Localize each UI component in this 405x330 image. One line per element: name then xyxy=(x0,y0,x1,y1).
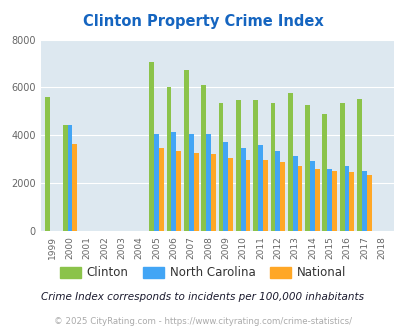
Bar xyxy=(166,87,171,231)
Bar xyxy=(45,97,50,231)
Bar xyxy=(235,100,240,231)
Bar xyxy=(183,70,188,231)
Bar xyxy=(154,134,159,231)
Bar xyxy=(344,166,349,231)
Bar xyxy=(305,105,309,231)
Bar xyxy=(258,145,262,231)
Bar xyxy=(253,100,258,231)
Bar xyxy=(275,151,279,231)
Bar xyxy=(262,160,267,231)
Bar xyxy=(218,103,223,231)
Bar xyxy=(211,154,215,231)
Bar xyxy=(193,153,198,231)
Text: © 2025 CityRating.com - https://www.cityrating.com/crime-statistics/: © 2025 CityRating.com - https://www.city… xyxy=(54,317,351,326)
Bar xyxy=(206,134,211,231)
Bar xyxy=(356,99,361,231)
Bar xyxy=(279,162,284,231)
Bar xyxy=(339,103,344,231)
Bar xyxy=(326,169,331,231)
Bar xyxy=(366,175,371,231)
Bar xyxy=(322,114,326,231)
Bar xyxy=(72,145,77,231)
Bar xyxy=(331,171,336,231)
Bar xyxy=(349,172,354,231)
Bar xyxy=(171,132,176,231)
Bar xyxy=(223,142,228,231)
Bar xyxy=(297,166,302,231)
Text: Clinton Property Crime Index: Clinton Property Crime Index xyxy=(83,14,322,29)
Bar xyxy=(287,93,292,231)
Bar xyxy=(292,156,297,231)
Bar xyxy=(361,171,366,231)
Bar xyxy=(176,151,181,231)
Bar xyxy=(228,158,232,231)
Bar xyxy=(159,148,164,231)
Bar xyxy=(270,103,275,231)
Bar xyxy=(240,148,245,231)
Bar xyxy=(188,134,193,231)
Bar xyxy=(68,125,72,231)
Text: Crime Index corresponds to incidents per 100,000 inhabitants: Crime Index corresponds to incidents per… xyxy=(41,292,364,302)
Bar xyxy=(63,124,68,231)
Legend: Clinton, North Carolina, National: Clinton, North Carolina, National xyxy=(55,262,350,284)
Bar xyxy=(309,161,314,231)
Bar xyxy=(149,62,154,231)
Bar xyxy=(245,160,250,231)
Bar xyxy=(314,169,319,231)
Bar xyxy=(201,85,206,231)
